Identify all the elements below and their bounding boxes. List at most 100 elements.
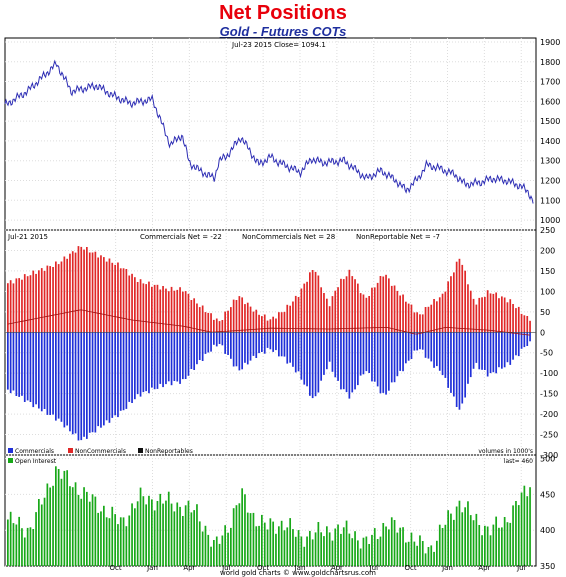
noncommercials-bar: [190, 300, 193, 333]
noncommercials-bar: [63, 256, 66, 333]
noncommercials-bar: [390, 285, 393, 333]
open-interest-bar: [478, 525, 481, 566]
commercials-bar: [153, 332, 156, 390]
noncommercials-bar: [77, 246, 80, 333]
noncommercials-bar: [263, 314, 266, 333]
open-interest-bar: [103, 505, 105, 566]
noncommercials-bar: [193, 298, 196, 333]
noncommercials-bar: [388, 278, 390, 333]
commercials-bar: [309, 332, 311, 396]
commercials-bar: [122, 332, 125, 411]
open-interest-bar: [142, 496, 145, 566]
noncommercials-bar: [469, 290, 472, 333]
noncommercials-bar: [162, 286, 164, 333]
open-interest-bar: [396, 532, 399, 566]
open-interest-bar: [77, 494, 80, 566]
open-interest-bar: [486, 526, 489, 566]
commercials-bar: [142, 332, 145, 393]
oi-tick-label: 350: [540, 562, 555, 571]
legend-open-interest-label: Open Interest: [15, 458, 57, 465]
commercials-bar: [337, 332, 339, 381]
commercials-bar: [238, 332, 241, 371]
open-interest-bar: [170, 503, 173, 566]
open-interest-bar: [52, 485, 54, 566]
commercials-bar: [272, 332, 275, 352]
legend-commercials-swatch: [8, 448, 13, 453]
commercials-bar: [334, 332, 337, 378]
noncommercials-bar: [520, 313, 523, 333]
open-interest-bar: [165, 500, 167, 566]
open-interest-bar: [151, 499, 153, 566]
commercials-bar: [455, 332, 458, 407]
net-position-bars: [5, 246, 536, 441]
commercials-bar: [382, 332, 385, 393]
open-interest-bar: [475, 513, 478, 566]
commercials-bar: [289, 332, 292, 363]
commercials-bar: [388, 332, 390, 391]
noncommercials-bar: [134, 277, 136, 333]
open-interest-bar: [148, 495, 150, 566]
open-interest-bar: [241, 488, 244, 566]
commercials-bar: [478, 332, 481, 370]
commercials-bar: [529, 332, 531, 342]
noncommercials-bar: [345, 276, 348, 333]
open-interest-bar: [311, 539, 314, 566]
commercials-bar: [436, 332, 438, 367]
open-interest-bar: [388, 529, 390, 566]
open-interest-bar: [515, 501, 517, 566]
commercials-bar: [320, 332, 323, 381]
open-interest-bar: [221, 535, 224, 566]
open-interest-bar: [272, 521, 275, 566]
commercials-bar: [453, 332, 455, 397]
open-interest-bar: [455, 506, 458, 566]
noncommercials-bar: [331, 296, 334, 333]
commercials-bar: [447, 332, 450, 388]
open-interest-bar: [529, 487, 531, 566]
noncommercials-bar: [416, 312, 419, 333]
open-interest-bar: [405, 542, 407, 566]
open-interest-bar: [323, 536, 325, 566]
open-interest-bar: [167, 491, 170, 566]
price-gridlines: [5, 38, 536, 230]
commercials-bar: [221, 332, 224, 346]
open-interest-bar: [340, 533, 342, 566]
commercials-bar: [379, 332, 382, 394]
nonreportable-net-label: NonReportable Net = -7: [356, 233, 440, 241]
noncommercials-bar: [354, 279, 356, 333]
open-interest-bar: [125, 526, 128, 566]
noncommercials-bar: [204, 312, 207, 333]
noncommercials-bar: [35, 273, 37, 333]
commercials-bar: [12, 332, 15, 391]
noncommercials-bar: [108, 258, 111, 333]
noncommercials-bar: [311, 270, 314, 333]
noncommercials-bar: [46, 265, 49, 333]
open-interest-bar: [35, 512, 37, 566]
noncommercials-bar: [173, 290, 176, 333]
commercials-bar: [373, 332, 376, 382]
commercials-bar: [526, 332, 529, 346]
commercials-bar: [396, 332, 399, 377]
net-tick-label: -100: [540, 369, 558, 378]
open-interest-bar: [26, 527, 29, 566]
noncommercials-bar: [66, 258, 69, 333]
commercials-bar: [362, 332, 365, 375]
open-interest-bar: [227, 532, 229, 566]
open-interest-bar: [182, 516, 184, 566]
commercials-bar: [18, 332, 21, 397]
noncommercials-bar: [348, 269, 351, 333]
open-interest-bar: [238, 503, 241, 566]
open-interest-bar: [348, 533, 351, 566]
commercials-bar: [100, 332, 102, 428]
noncommercials-bar: [91, 252, 94, 333]
commercials-bar: [159, 332, 162, 384]
open-interest-bar: [69, 486, 71, 566]
open-interest-bar: [357, 540, 359, 566]
noncommercials-bar: [71, 251, 74, 333]
open-interest-bar: [365, 536, 368, 566]
commercials-bar: [71, 332, 74, 435]
open-interest-bar: [453, 519, 455, 566]
x-tick-label: Jul: [221, 564, 231, 572]
noncommercials-bar: [131, 273, 133, 333]
price-tick-label: 1500: [540, 117, 560, 126]
commercials-bar: [458, 332, 461, 410]
